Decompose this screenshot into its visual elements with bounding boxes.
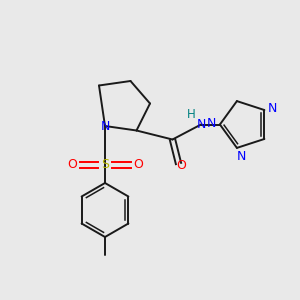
Text: O: O — [177, 159, 186, 172]
Text: N: N — [100, 119, 110, 133]
Text: S: S — [101, 158, 109, 172]
Text: O: O — [133, 158, 143, 172]
Text: N: N — [196, 118, 206, 131]
Text: N: N — [268, 102, 278, 115]
Text: H: H — [187, 108, 196, 122]
Text: O: O — [67, 158, 77, 172]
Text: N: N — [207, 116, 216, 130]
Text: N: N — [237, 150, 246, 163]
